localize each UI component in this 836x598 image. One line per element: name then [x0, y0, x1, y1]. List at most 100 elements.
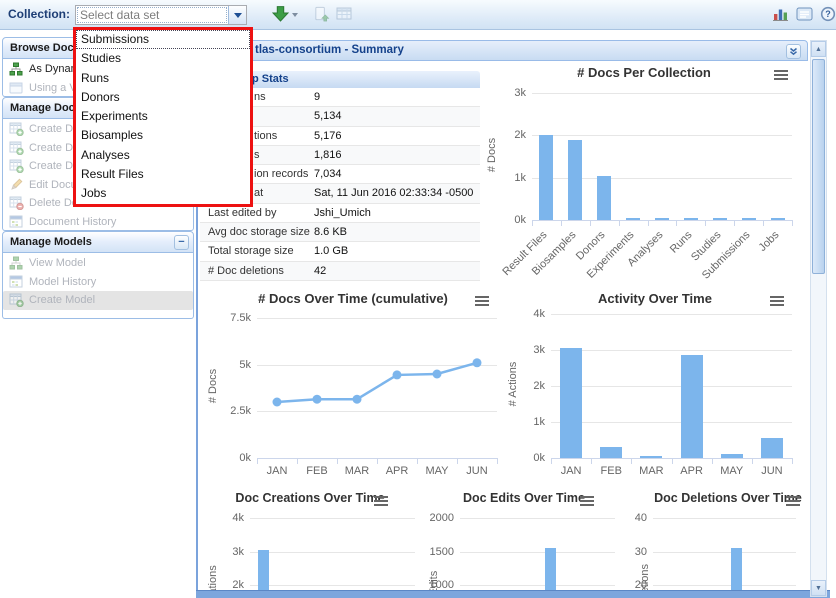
chart-context-menu-icon[interactable]: [374, 496, 390, 508]
panel-bottom-border: [196, 590, 830, 598]
bar-feb[interactable]: [600, 447, 623, 458]
gridline: [653, 585, 796, 586]
x-axis-tick: [560, 220, 562, 226]
bar-jun[interactable]: [760, 438, 783, 458]
sidebar-item-using-a-vi: Using a Vi: [3, 79, 193, 98]
stat-label: ion records: [254, 168, 309, 181]
chart-context-menu-icon[interactable]: [786, 496, 802, 508]
bar-experiments[interactable]: [626, 218, 641, 220]
bar-apr[interactable]: [730, 548, 742, 598]
bar-studies[interactable]: [712, 218, 727, 220]
chart-context-menu-icon[interactable]: [770, 296, 786, 308]
stats-subpanel-header: p Stats: [200, 71, 480, 88]
bar-jobs[interactable]: [770, 218, 785, 220]
x-axis-tick-label: MAY: [425, 465, 449, 477]
y-axis-title: # Docs: [207, 368, 219, 404]
collapse-summary-button[interactable]: [786, 44, 801, 59]
dropdown-option-result-files[interactable]: Result Files: [81, 167, 144, 182]
panel-header-manage-models[interactable]: Manage Models −: [2, 231, 194, 253]
sidebar-item-create-d: Create D: [3, 157, 193, 176]
gridline: [532, 93, 792, 94]
chart-context-menu-icon[interactable]: [580, 496, 596, 508]
x-axis-tick: [337, 458, 338, 464]
gridline: [551, 314, 792, 315]
y-axis-tick-label: 0k: [239, 452, 251, 464]
svg-text:?: ?: [825, 9, 831, 19]
stats-row: ion records 7,034: [200, 165, 480, 185]
bar-may[interactable]: [720, 454, 743, 458]
bar-result-files[interactable]: [539, 135, 554, 220]
stat-value: 1.0 GB: [314, 245, 349, 258]
bar-jan[interactable]: [560, 348, 583, 458]
gridline: [257, 317, 497, 319]
help-button[interactable]: ?: [820, 5, 836, 25]
summary-charts-button[interactable]: [772, 5, 789, 25]
x-axis-tick: [377, 458, 378, 464]
bar-runs[interactable]: [683, 218, 698, 220]
sidebar-item-create-d: Create D: [3, 139, 193, 158]
sidebar-item-label: Create D: [29, 141, 74, 154]
chevron-down-icon: [292, 13, 298, 17]
chart-title: Doc Deletions Over Time: [654, 491, 802, 505]
dropdown-option-studies[interactable]: Studies: [81, 51, 122, 66]
point-apr[interactable]: [392, 370, 402, 380]
y-axis-tick-label: 2.5k: [230, 405, 251, 418]
import-dataset-button[interactable]: [271, 5, 298, 25]
collapse-panel-button[interactable]: −: [174, 235, 189, 250]
x-axis-tick: [631, 458, 633, 464]
dropdown-option-runs[interactable]: Runs: [81, 70, 110, 85]
bar-apr[interactable]: [680, 355, 703, 458]
dropdown-option-experiments[interactable]: Experiments: [81, 109, 148, 124]
x-axis-tick: [457, 458, 458, 464]
chart-context-menu-icon[interactable]: [774, 70, 790, 82]
sidebar-item-delete-do: Delete Do: [3, 194, 193, 213]
vertical-scrollbar[interactable]: ▲ ▼: [810, 40, 827, 597]
dropdown-option-jobs[interactable]: Jobs: [81, 186, 107, 201]
dropdown-option-donors[interactable]: Donors: [81, 89, 120, 104]
stats-subpanel-title: p Stats: [252, 73, 289, 85]
scroll-down-button[interactable]: ▼: [811, 580, 826, 596]
sidebar-item-document-history: Document History: [3, 213, 193, 232]
bar-mar[interactable]: [640, 456, 663, 458]
report-view-button[interactable]: [796, 5, 813, 25]
stats-row: s 1,816: [200, 145, 480, 166]
dropdown-option-biosamples[interactable]: Biosamples: [81, 128, 144, 143]
history-icon: [9, 275, 24, 289]
point-mar[interactable]: [352, 394, 362, 404]
y-axis-tick-label: 2k: [533, 380, 545, 392]
panel-title: Browse Doc: [10, 42, 74, 54]
dataset-combobox[interactable]: Select data set: [75, 5, 247, 25]
point-jun[interactable]: [472, 358, 482, 368]
gridline: [532, 177, 792, 179]
x-axis-tick-label: APR: [680, 465, 703, 477]
chart-title: Doc Creations Over Time: [235, 491, 385, 505]
bar-biosamples[interactable]: [568, 139, 583, 220]
bar-submissions[interactable]: [741, 218, 756, 220]
point-jan[interactable]: [272, 397, 282, 407]
stat-value: 42: [314, 264, 327, 277]
point-may[interactable]: [432, 369, 442, 379]
bar-jan[interactable]: [258, 549, 270, 598]
gridline: [532, 135, 792, 137]
bar-apr[interactable]: [544, 548, 556, 598]
sidebar-item-as-dynam[interactable]: As Dynam: [3, 60, 193, 79]
combobox-focus-outline: [77, 7, 227, 23]
sidebar-item-label: Create D: [29, 123, 74, 136]
dropdown-option-analyses[interactable]: Analyses: [81, 147, 130, 162]
gridline: [551, 350, 792, 351]
scroll-up-button[interactable]: ▲: [811, 41, 826, 57]
point-feb[interactable]: [312, 394, 322, 404]
stat-value: 5,176: [314, 129, 342, 142]
dropdown-option-submissions[interactable]: Submissions: [76, 30, 250, 50]
combobox-dropdown-trigger[interactable]: [228, 6, 246, 24]
bar-donors[interactable]: [597, 175, 612, 220]
sidebar-item-label: Create D: [29, 160, 74, 173]
chart-context-menu-icon[interactable]: [475, 296, 491, 308]
chart-doc-deletions-over-time: Doc Deletions Over Time eletions 20 30 40: [630, 488, 826, 598]
gridline: [250, 551, 415, 553]
x-axis-tick: [417, 458, 418, 464]
scrollbar-thumb[interactable]: [812, 59, 825, 274]
bar-analyses[interactable]: [655, 218, 669, 220]
bar-chart-icon: [772, 6, 789, 25]
y-axis-tick-label: 1k: [533, 416, 545, 428]
